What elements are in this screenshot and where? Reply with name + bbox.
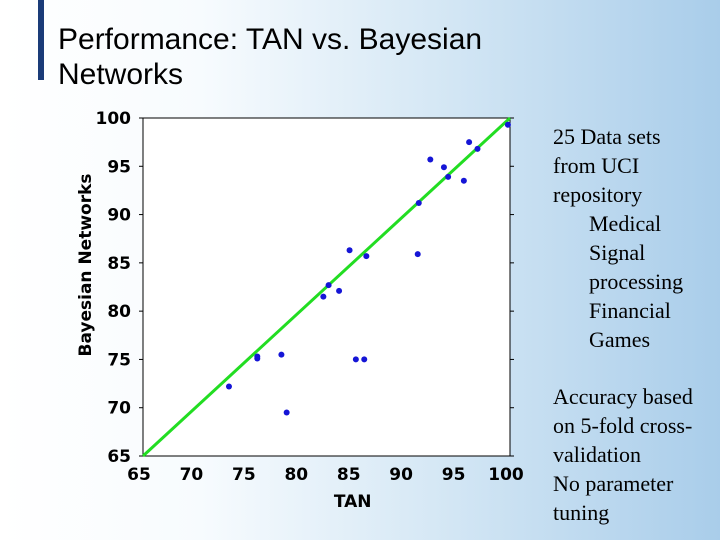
note-line: No parameter <box>553 471 674 496</box>
note-line: Accuracy based <box>553 384 693 409</box>
data-point <box>460 177 467 184</box>
note-line: from UCI <box>553 153 640 178</box>
note-line: on 5-fold cross- <box>553 413 693 438</box>
data-point <box>474 145 481 152</box>
data-point <box>254 353 261 360</box>
x-tick-label: 90 <box>389 465 413 485</box>
note-subline: Financial <box>589 298 671 323</box>
note-subline: Signal <box>589 240 646 265</box>
y-tick-label: 75 <box>107 350 131 370</box>
x-tick-label: 75 <box>232 465 256 485</box>
data-point <box>336 287 343 294</box>
x-tick-label: 65 <box>127 465 151 485</box>
note-line: validation <box>553 442 641 467</box>
y-tick-label: 90 <box>107 206 131 226</box>
data-point <box>427 156 434 163</box>
data-point <box>504 121 511 128</box>
note-subline: processing <box>589 269 684 294</box>
y-tick-label: 85 <box>107 254 131 274</box>
y-tick-label: 95 <box>107 157 131 177</box>
y-axis-title: Bayesian Networks <box>76 173 96 356</box>
notes-block-datasets: 25 Data sets from UCI repository Medical… <box>553 122 683 354</box>
y-tick-label: 65 <box>107 447 131 467</box>
data-point <box>320 293 327 300</box>
data-point <box>363 253 370 260</box>
data-point <box>414 251 421 258</box>
note-subline: Medical <box>589 211 662 236</box>
y-tick-label: 100 <box>96 109 132 129</box>
note-line: tuning <box>553 500 610 525</box>
x-tick-label: 95 <box>442 465 466 485</box>
x-tick-label: 80 <box>284 465 308 485</box>
slide-title-line-1: Performance: TAN vs. Bayesian <box>58 23 483 56</box>
y-tick-label: 70 <box>107 399 131 419</box>
data-point <box>283 409 290 416</box>
note-line: 25 Data sets <box>553 124 661 149</box>
y-tick-label: 80 <box>107 302 131 322</box>
data-point <box>352 356 359 363</box>
data-point <box>346 247 353 254</box>
x-axis-title: TAN <box>334 492 372 512</box>
data-point <box>440 164 447 171</box>
slide-title: Performance: TAN vs. Bayesian Networks <box>58 22 578 92</box>
x-tick-label: 85 <box>337 465 361 485</box>
notes-block-methodology: Accuracy based on 5-fold cross- validati… <box>553 382 693 527</box>
data-point <box>278 351 285 358</box>
x-tick-label: 70 <box>180 465 204 485</box>
data-point <box>415 199 422 206</box>
data-point <box>445 173 452 180</box>
x-tick-label: 100 <box>488 465 524 485</box>
note-subline: Games <box>589 327 651 352</box>
data-point <box>225 383 232 390</box>
data-point <box>361 356 368 363</box>
title-accent-bar <box>38 0 44 80</box>
data-point <box>466 139 473 146</box>
data-point <box>325 282 332 289</box>
note-line: repository <box>553 182 643 207</box>
slide-title-line-2: Networks <box>58 58 184 91</box>
